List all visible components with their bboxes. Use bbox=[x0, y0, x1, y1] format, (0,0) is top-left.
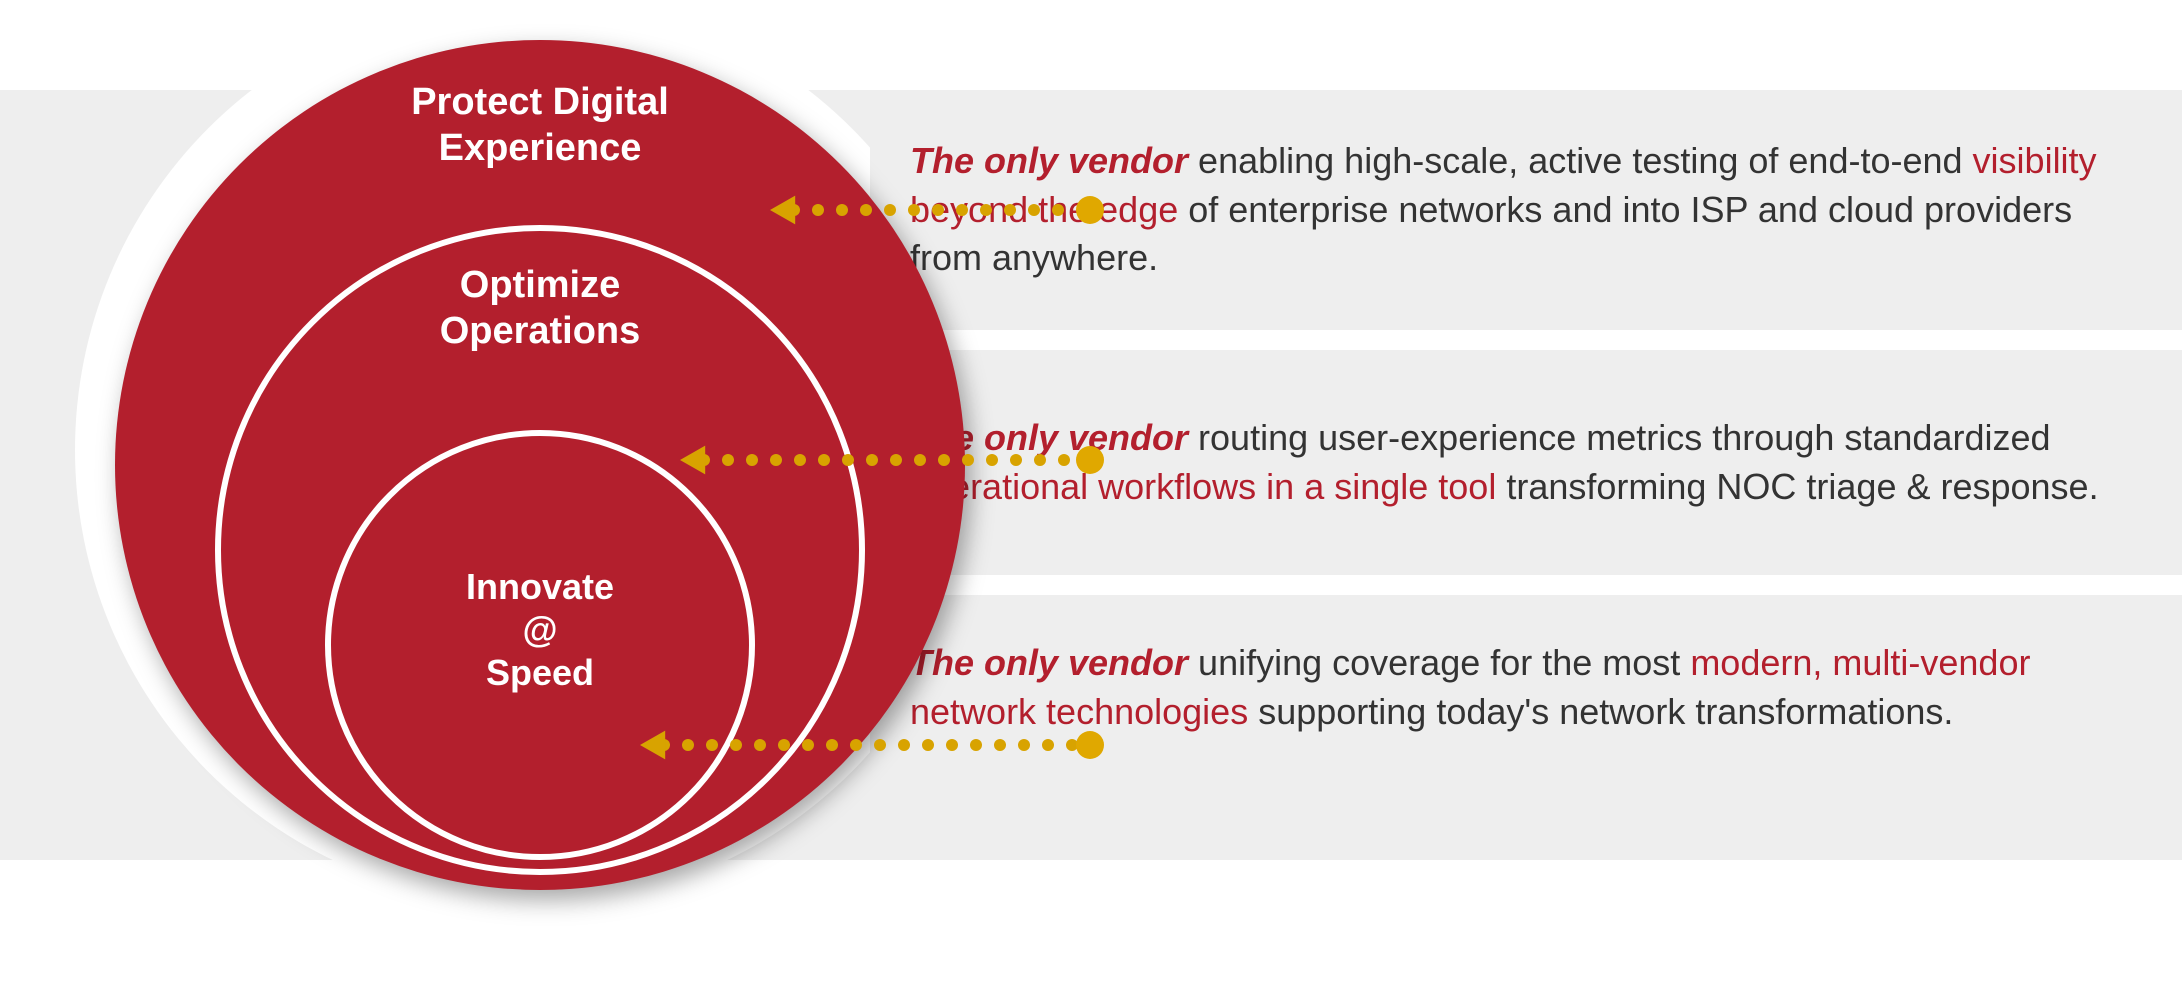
callout-lead: The only vendor bbox=[910, 642, 1188, 683]
label-line: Experience bbox=[439, 127, 642, 169]
label-line: @ bbox=[522, 609, 557, 650]
callout-gutter bbox=[870, 575, 2182, 595]
callout-text: The only vendor enabling high-scale, act… bbox=[910, 137, 2110, 283]
callout-highlight: operational workflows in a single tool bbox=[910, 466, 1496, 507]
callout-before: unifying coverage for the most bbox=[1188, 642, 1690, 683]
callout-after: supporting today's network transformatio… bbox=[1248, 691, 1953, 732]
label-line: Optimize bbox=[460, 264, 620, 306]
callout-text: The only vendor routing user-experience … bbox=[910, 414, 2110, 511]
callout-before: enabling high-scale, active testing of e… bbox=[1188, 140, 1973, 181]
callout-after: transforming NOC triage & response. bbox=[1496, 466, 2098, 507]
callout-protect: The only vendor enabling high-scale, act… bbox=[870, 90, 2150, 330]
outer-circle-label: Protect Digital Experience bbox=[320, 80, 760, 171]
label-line: Operations bbox=[440, 310, 641, 352]
label-line: Innovate bbox=[466, 566, 614, 607]
diagram-canvas: The only vendor enabling high-scale, act… bbox=[0, 0, 2182, 984]
callout-text: The only vendor unifying coverage for th… bbox=[910, 639, 2110, 736]
callout-lead: The only vendor bbox=[910, 140, 1188, 181]
callout-innovate: The only vendor unifying coverage for th… bbox=[870, 595, 2150, 780]
label-line: Protect Digital bbox=[411, 81, 669, 123]
inner-circle-label: Innovate @ Speed bbox=[390, 565, 690, 695]
callout-before: routing user-experience metrics through … bbox=[1188, 417, 2050, 458]
middle-circle-label: Optimize Operations bbox=[360, 263, 720, 354]
callout-optimize: The only vendor routing user-experience … bbox=[870, 350, 2150, 575]
callout-gutter bbox=[870, 330, 2182, 350]
label-line: Speed bbox=[486, 652, 594, 693]
